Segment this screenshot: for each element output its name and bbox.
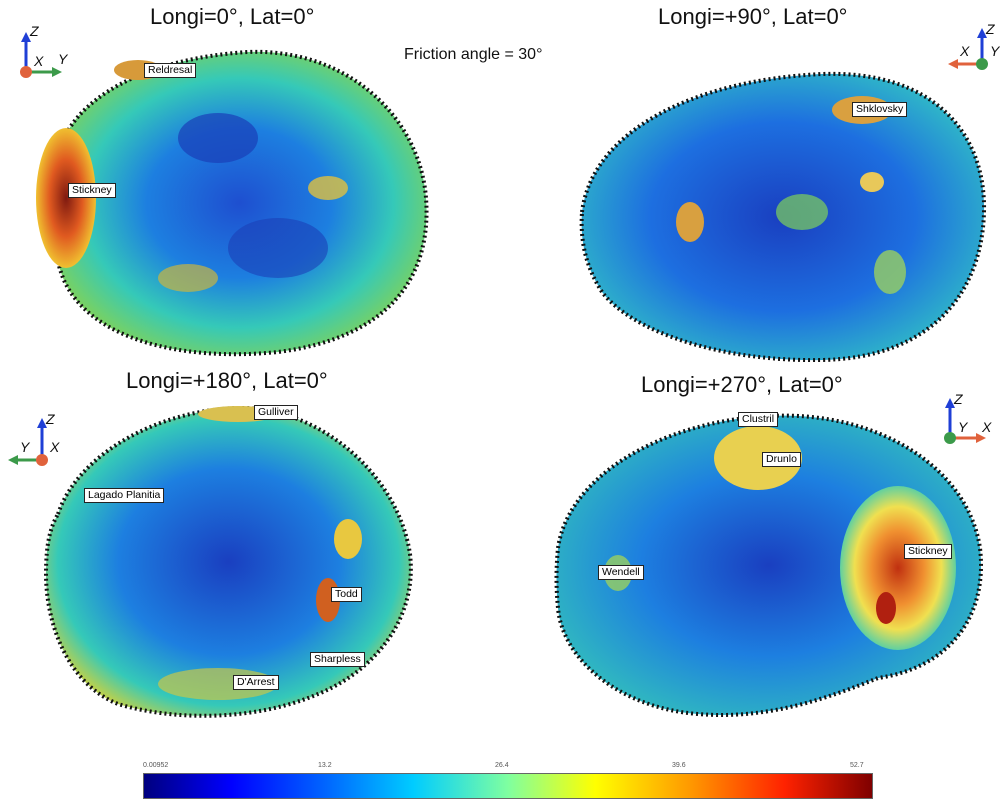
- axis-z-label: Z: [953, 392, 963, 407]
- crater-label-sharpless: Sharpless: [310, 652, 365, 667]
- colorbar: [143, 773, 873, 799]
- phobos-view-longi-0: [36, 49, 429, 357]
- colorbar-tick: 26.4: [495, 762, 509, 769]
- figure-title: Friction angle = 30°: [404, 46, 543, 63]
- axis-z-label: Z: [985, 24, 995, 37]
- axis-triad-icon: Z X Y: [20, 24, 69, 78]
- axis-x-label: X: [981, 419, 992, 435]
- crater-label-clustril: Clustril: [738, 412, 779, 427]
- panel-title-longi-90: Longi=+90°, Lat=0°: [658, 4, 848, 29]
- crater-label-stickney: Stickney: [68, 183, 116, 198]
- phobos-view-longi-180: [43, 405, 413, 718]
- axis-triad-icon: Z Y X: [8, 411, 60, 466]
- panel-title-longi-0: Longi=0°, Lat=0°: [150, 4, 315, 29]
- crater-label-drunlo: Drunlo: [762, 452, 801, 467]
- colorbar-tick: 52.7: [850, 762, 864, 769]
- phobos-view-longi-270: [554, 413, 983, 717]
- axis-y-label: Y: [958, 419, 969, 435]
- colorbar-tick: 13.2: [318, 762, 332, 769]
- crater-label-wendell: Wendell: [598, 565, 644, 580]
- axis-z-label: Z: [45, 411, 55, 427]
- colorbar-tick: 39.6: [672, 762, 686, 769]
- phobos-view-longi-90: [579, 71, 987, 362]
- panel-title-longi-270: Longi=+270°, Lat=0°: [641, 372, 843, 397]
- axis-triad-icon: Z Y X: [944, 392, 992, 444]
- axis-x-label: X: [959, 43, 970, 59]
- axis-triad-icon: Z X Y: [948, 24, 1000, 70]
- panel-title-longi-180: Longi=+180°, Lat=0°: [126, 368, 328, 393]
- crater-label-stickney: Stickney: [904, 544, 952, 559]
- axis-y-label: Y: [20, 439, 31, 455]
- crater-label-darrest: D'Arrest: [233, 675, 279, 690]
- crater-label-todd: Todd: [331, 587, 362, 602]
- axis-y-label: Y: [58, 51, 69, 67]
- crater-label-shklovsky: Shklovsky: [852, 102, 908, 117]
- axis-x-label: X: [33, 53, 44, 69]
- axis-x-label: X: [49, 439, 60, 455]
- axis-y-label: Y: [990, 43, 1000, 59]
- colorbar-tick: 0.00952: [143, 762, 169, 769]
- axis-z-label: Z: [29, 24, 39, 39]
- crater-label-lagado-planitia: Lagado Planitia: [84, 488, 165, 503]
- crater-label-reldresal: Reldresal: [144, 63, 197, 78]
- crater-label-gulliver: Gulliver: [254, 405, 298, 420]
